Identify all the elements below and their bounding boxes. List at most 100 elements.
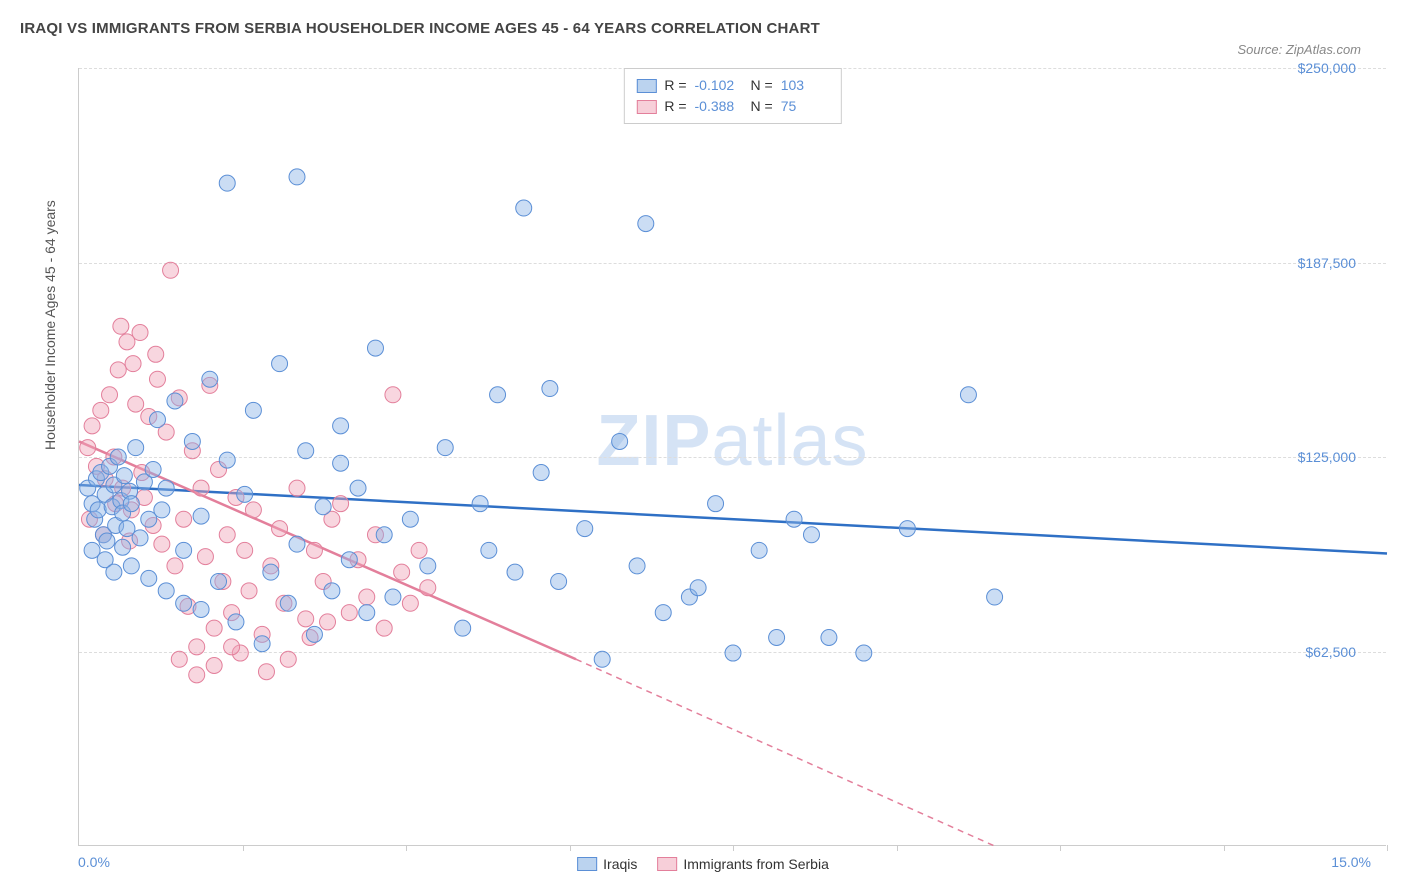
y-tick-label: $250,000 bbox=[1298, 60, 1356, 76]
trend-line-blue bbox=[79, 485, 1387, 553]
data-point bbox=[245, 502, 261, 518]
data-point bbox=[272, 521, 288, 537]
data-point bbox=[394, 564, 410, 580]
stats-row-1: R = -0.102 N = 103 bbox=[636, 75, 828, 96]
data-point bbox=[115, 539, 131, 555]
data-point bbox=[189, 667, 205, 683]
data-point bbox=[367, 340, 383, 356]
data-point bbox=[193, 601, 209, 617]
data-point bbox=[241, 583, 257, 599]
swatch-blue-icon bbox=[577, 857, 597, 871]
data-point bbox=[110, 362, 126, 378]
data-point bbox=[385, 387, 401, 403]
data-point bbox=[333, 496, 349, 512]
data-point bbox=[533, 465, 549, 481]
data-point bbox=[128, 396, 144, 412]
data-point bbox=[751, 542, 767, 558]
data-point bbox=[280, 595, 296, 611]
data-point bbox=[320, 614, 336, 630]
data-point bbox=[84, 418, 100, 434]
data-point bbox=[899, 521, 915, 537]
data-point bbox=[376, 527, 392, 543]
x-axis-max-label: 15.0% bbox=[1331, 854, 1371, 870]
data-point bbox=[149, 371, 165, 387]
data-point bbox=[106, 564, 122, 580]
data-point bbox=[167, 393, 183, 409]
data-point bbox=[315, 499, 331, 515]
data-point bbox=[132, 530, 148, 546]
data-point bbox=[960, 387, 976, 403]
data-point bbox=[154, 502, 170, 518]
data-point bbox=[272, 356, 288, 372]
x-tick bbox=[243, 845, 244, 851]
data-point bbox=[132, 325, 148, 341]
data-point bbox=[219, 452, 235, 468]
data-point bbox=[306, 626, 322, 642]
data-point bbox=[420, 580, 436, 596]
data-point bbox=[128, 440, 144, 456]
data-point bbox=[298, 443, 314, 459]
data-point bbox=[324, 583, 340, 599]
data-point bbox=[638, 216, 654, 232]
data-point bbox=[245, 402, 261, 418]
data-point bbox=[786, 511, 802, 527]
data-point bbox=[612, 433, 628, 449]
data-point bbox=[594, 651, 610, 667]
data-point bbox=[359, 605, 375, 621]
swatch-pink-icon bbox=[657, 857, 677, 871]
data-point bbox=[202, 371, 218, 387]
stats-legend: R = -0.102 N = 103 R = -0.388 N = 75 bbox=[623, 68, 841, 124]
chart-container: IRAQI VS IMMIGRANTS FROM SERBIA HOUSEHOL… bbox=[20, 20, 1386, 872]
bottom-legend: Iraqis Immigrants from Serbia bbox=[577, 856, 829, 872]
data-point bbox=[516, 200, 532, 216]
data-point bbox=[769, 629, 785, 645]
swatch-pink-icon bbox=[636, 100, 656, 114]
data-point bbox=[708, 496, 724, 512]
data-point bbox=[171, 651, 187, 667]
data-point bbox=[197, 549, 213, 565]
data-point bbox=[455, 620, 471, 636]
x-tick bbox=[570, 845, 571, 851]
data-point bbox=[803, 527, 819, 543]
data-point bbox=[437, 440, 453, 456]
y-tick-label: $62,500 bbox=[1305, 644, 1356, 660]
data-point bbox=[102, 387, 118, 403]
data-point bbox=[176, 511, 192, 527]
data-point bbox=[542, 381, 558, 397]
data-point bbox=[167, 558, 183, 574]
data-point bbox=[158, 583, 174, 599]
data-point bbox=[289, 169, 305, 185]
data-point bbox=[93, 402, 109, 418]
y-axis-label: Householder Income Ages 45 - 64 years bbox=[42, 200, 58, 450]
data-point bbox=[376, 620, 392, 636]
x-tick bbox=[1387, 845, 1388, 851]
data-point bbox=[123, 496, 139, 512]
y-tick-label: $187,500 bbox=[1298, 255, 1356, 271]
data-point bbox=[116, 468, 132, 484]
data-point bbox=[110, 449, 126, 465]
data-point bbox=[145, 461, 161, 477]
data-point bbox=[154, 536, 170, 552]
x-tick bbox=[1224, 845, 1225, 851]
data-point bbox=[341, 605, 357, 621]
data-point bbox=[125, 356, 141, 372]
plot-area: ZIPatlas R = -0.102 N = 103 R = -0.388 N… bbox=[78, 68, 1386, 846]
data-point bbox=[551, 573, 567, 589]
data-point bbox=[206, 620, 222, 636]
data-point bbox=[577, 521, 593, 537]
data-point bbox=[184, 433, 200, 449]
data-point bbox=[359, 589, 375, 605]
chart-title: IRAQI VS IMMIGRANTS FROM SERBIA HOUSEHOL… bbox=[20, 20, 1386, 37]
data-point bbox=[481, 542, 497, 558]
data-point bbox=[219, 175, 235, 191]
data-point bbox=[507, 564, 523, 580]
data-point bbox=[333, 418, 349, 434]
data-point bbox=[402, 511, 418, 527]
data-point bbox=[629, 558, 645, 574]
data-point bbox=[385, 589, 401, 605]
data-point bbox=[211, 573, 227, 589]
x-tick bbox=[897, 845, 898, 851]
data-point bbox=[289, 480, 305, 496]
data-point bbox=[821, 629, 837, 645]
data-point bbox=[490, 387, 506, 403]
